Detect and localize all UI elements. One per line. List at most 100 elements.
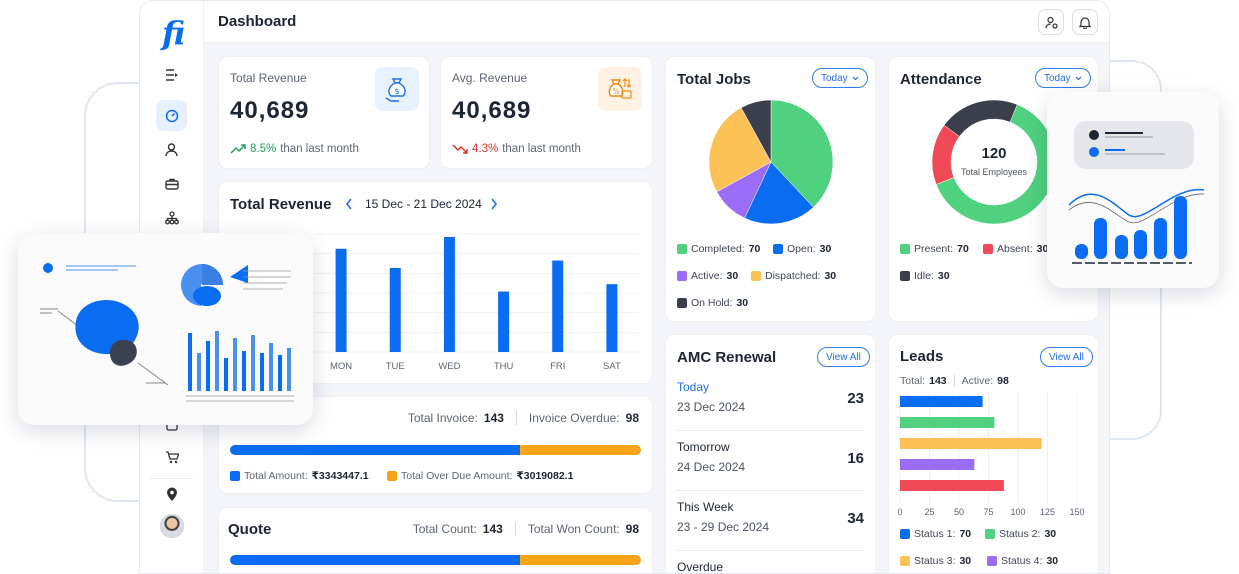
leads-legend-item: Status 4: 30 bbox=[987, 555, 1058, 567]
legend-label: Completed: bbox=[691, 243, 745, 255]
leads-view-all-button[interactable]: View All bbox=[1040, 347, 1093, 367]
attendance-filter-dropdown[interactable]: Today bbox=[1035, 68, 1091, 88]
quote-title: Quote bbox=[228, 521, 272, 538]
legend-value: 70 bbox=[959, 528, 972, 540]
kpi-label: Avg. Revenue bbox=[452, 71, 528, 85]
legend-label: Absent: bbox=[997, 243, 1033, 255]
invoice-overdue-value: 98 bbox=[625, 411, 639, 425]
svg-text:$: $ bbox=[394, 87, 399, 96]
jobs-legend-item: Active: 30 bbox=[677, 270, 738, 282]
leads-legend-item: Status 3: 30 bbox=[900, 555, 971, 567]
amc-row[interactable]: Overdue 8 bbox=[677, 560, 864, 573]
trend-down-icon bbox=[452, 144, 468, 154]
cart-icon[interactable] bbox=[156, 442, 187, 473]
kpi-change: 8.5% than last month bbox=[230, 143, 359, 155]
bar-tue[interactable] bbox=[389, 267, 401, 352]
kpi-value: 40,689 bbox=[230, 97, 310, 124]
amc-row-count: 16 bbox=[847, 450, 864, 467]
bar-mon[interactable] bbox=[335, 248, 347, 352]
jobs-slice-completed[interactable] bbox=[770, 99, 834, 208]
bar-fri[interactable] bbox=[552, 260, 564, 352]
decorative-analytics-card-left bbox=[18, 233, 313, 425]
lead-bar-1[interactable] bbox=[900, 396, 983, 407]
kpi-label: Total Revenue bbox=[230, 71, 307, 85]
app-logo[interactable]: fi bbox=[162, 14, 186, 52]
legend-label: Dispatched: bbox=[765, 270, 821, 282]
prev-week-button[interactable] bbox=[345, 196, 357, 212]
jobs-filter-dropdown[interactable]: Today bbox=[812, 68, 868, 88]
amc-view-all-button[interactable]: View All bbox=[817, 347, 870, 367]
attendance-center-label: Total Employees bbox=[960, 167, 1028, 177]
leads-total-value: 143 bbox=[929, 375, 947, 387]
chevron-right-icon bbox=[491, 198, 498, 210]
legend-label: Status 4: bbox=[1001, 555, 1043, 567]
legend-label: Total Over Due Amount: bbox=[401, 470, 513, 482]
legend-overdue-amount: Total Over Due Amount: ₹3019082.1 bbox=[387, 470, 573, 482]
legend-label: Status 3: bbox=[914, 555, 956, 567]
decorative-chart-illustration bbox=[1068, 121, 1205, 264]
attendance-donut-chart bbox=[931, 99, 1057, 225]
lead-bar-3[interactable] bbox=[900, 438, 1042, 449]
next-week-button[interactable] bbox=[490, 196, 502, 212]
legend-label: Open: bbox=[787, 243, 816, 255]
lead-bar-2[interactable] bbox=[900, 417, 995, 428]
notifications-button[interactable] bbox=[1072, 9, 1098, 35]
attendance-legend-item: Present: 70 bbox=[900, 243, 969, 255]
leads-title: Leads bbox=[900, 348, 944, 365]
avatar[interactable] bbox=[156, 510, 187, 541]
amc-row[interactable]: Today 23 Dec 2024 23 bbox=[677, 380, 864, 414]
invoice-overdue-label: Invoice Overdue: bbox=[528, 411, 620, 425]
legend-value: 30 bbox=[1044, 528, 1057, 540]
user-icon[interactable] bbox=[156, 134, 187, 165]
attendance-legend-item: Idle: 30 bbox=[900, 270, 950, 282]
amc-row[interactable]: Tomorrow 24 Dec 2024 16 bbox=[677, 440, 864, 474]
invoice-progress-bar bbox=[230, 445, 641, 455]
leads-active-label: Active: bbox=[961, 375, 994, 387]
separator bbox=[514, 522, 516, 536]
collapse-icon[interactable] bbox=[156, 59, 187, 90]
legend-value: 30 bbox=[1046, 555, 1059, 567]
x-tick-label: 0 bbox=[897, 507, 902, 517]
jobs-legend-item: Open: 30 bbox=[773, 243, 831, 255]
jobs-slice-on-hold[interactable] bbox=[740, 99, 772, 163]
user-settings-button[interactable] bbox=[1038, 9, 1064, 35]
leads-active-value: 98 bbox=[997, 375, 1009, 387]
attendance-slice-idle[interactable] bbox=[943, 99, 1018, 137]
invoice-progress-overdue bbox=[519, 445, 641, 455]
amc-row[interactable]: This Week 23 - 29 Dec 2024 34 bbox=[677, 500, 864, 534]
top-bar: Dashboard bbox=[204, 1, 1109, 43]
quote-count-label: Total Count: bbox=[412, 522, 477, 536]
kpi-total-revenue: Total Revenue 40,689 $ 8.5% than last mo… bbox=[218, 56, 430, 169]
bar-wed[interactable] bbox=[443, 236, 455, 352]
legend-label: Present: bbox=[914, 243, 954, 255]
kpi-change: 4.3% than last month bbox=[452, 143, 581, 155]
amc-row-label: Today bbox=[677, 380, 710, 394]
bar-thu[interactable] bbox=[498, 291, 510, 352]
attendance-legend-item: Absent: 30 bbox=[983, 243, 1048, 255]
quote-count-value: 143 bbox=[482, 522, 503, 536]
dashboard-icon[interactable] bbox=[156, 100, 187, 131]
jobs-slice-open[interactable] bbox=[744, 161, 814, 225]
x-tick-label: 150 bbox=[1069, 507, 1084, 517]
quote-progress-bar bbox=[230, 555, 641, 565]
org-chart-icon[interactable] bbox=[156, 202, 187, 233]
legend-total-amount: Total Amount: ₹3343447.1 bbox=[230, 470, 369, 482]
legend-value: 70 bbox=[748, 243, 761, 255]
location-icon[interactable] bbox=[156, 479, 187, 510]
trend-up-icon bbox=[230, 144, 246, 154]
money-bag-icon: $ bbox=[375, 67, 419, 111]
amc-renewal-card: AMC Renewal View All Today 23 Dec 2024 23 T… bbox=[665, 334, 876, 573]
briefcase-icon[interactable] bbox=[156, 168, 187, 199]
bar-sat[interactable] bbox=[606, 284, 618, 352]
legend-value: 30 bbox=[824, 270, 837, 282]
lead-bar-5[interactable] bbox=[900, 480, 1004, 491]
attendance-filter-value: Today bbox=[1044, 72, 1071, 84]
quote-card: Quote Total Count: 143 Total Won Count: … bbox=[218, 507, 653, 573]
date-range: 15 Dec - 21 Dec 2024 bbox=[365, 197, 482, 211]
legend-label: Idle: bbox=[914, 270, 934, 282]
jobs-slice-dispatched[interactable] bbox=[708, 107, 772, 193]
lead-bar-4[interactable] bbox=[900, 459, 975, 470]
legend-label: Active: bbox=[691, 270, 723, 282]
amc-row-date: 23 Dec 2024 bbox=[677, 400, 746, 414]
kpi-change-text: than last month bbox=[280, 143, 359, 155]
